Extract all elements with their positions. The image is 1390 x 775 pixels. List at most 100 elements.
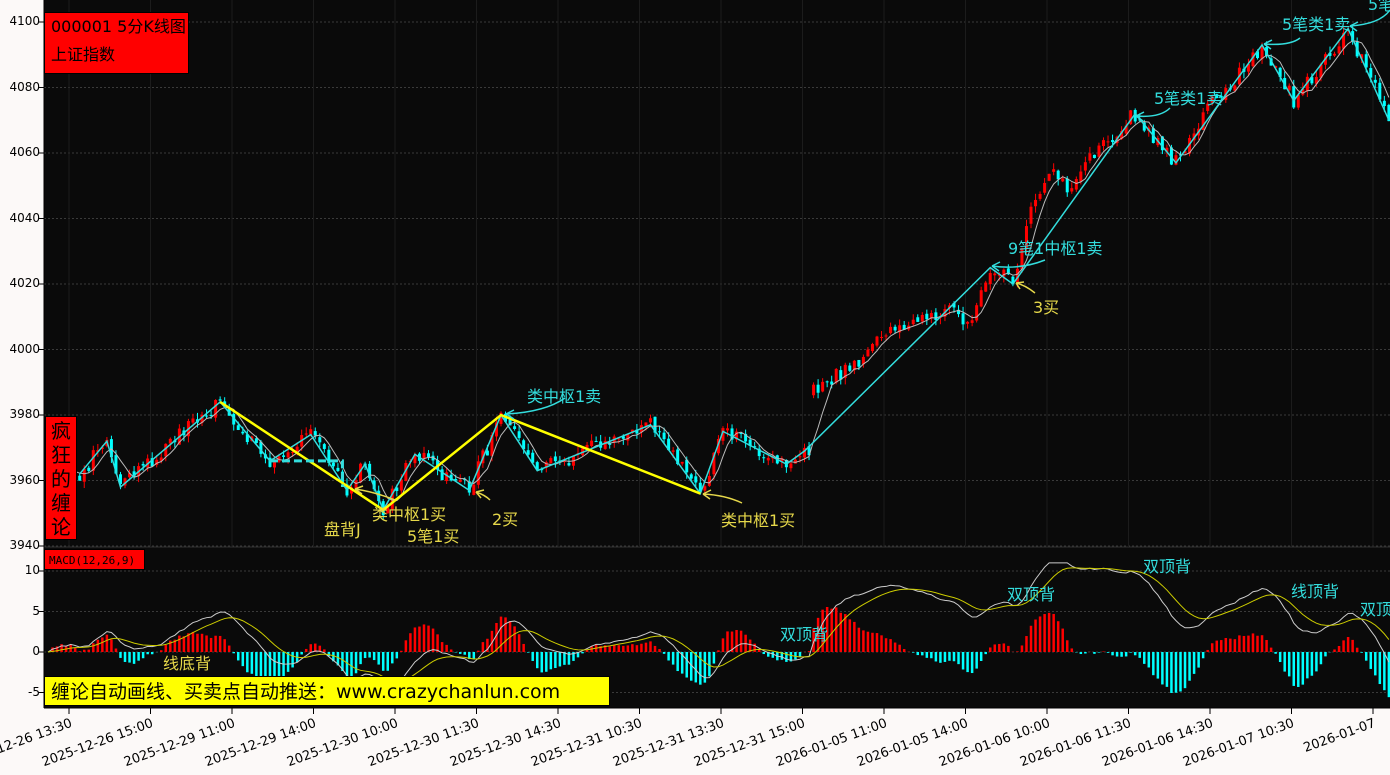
candle-body [413, 455, 417, 464]
candle-body [282, 455, 286, 457]
candle-body [1373, 79, 1377, 83]
candle-body [164, 443, 168, 457]
annotation-label: 5笔 [1368, 0, 1390, 14]
candle-body [508, 419, 512, 426]
candle-body [1369, 68, 1373, 78]
candle-body [753, 446, 757, 448]
candle-body [1351, 31, 1355, 42]
candle-body [386, 507, 390, 514]
candle-body [155, 459, 159, 465]
macd-tick-label: 5 [32, 603, 40, 618]
candle-body [929, 313, 933, 318]
candle-body [1287, 85, 1291, 91]
candle-body [1088, 153, 1092, 161]
candle-body [1274, 65, 1278, 68]
candle-body [1097, 145, 1101, 157]
candle-body [309, 429, 313, 436]
candle-body [350, 487, 354, 494]
candle-body [993, 273, 997, 276]
annotation-label: 5笔1买 [407, 527, 460, 546]
candle-body [707, 475, 711, 486]
candle-body [218, 399, 222, 401]
candle-body [889, 326, 893, 334]
candle-body [1256, 51, 1260, 59]
price-tick-label: 3980 [9, 407, 40, 421]
candle-body [830, 381, 834, 385]
candle-body [254, 438, 258, 443]
candle-body [1183, 151, 1187, 154]
candle-body [979, 290, 983, 307]
candle-body [757, 448, 761, 457]
candle-body [1029, 206, 1033, 224]
candle-body [635, 429, 639, 434]
candle-body [96, 450, 100, 452]
candle-body [608, 442, 612, 445]
candle-body [1206, 103, 1210, 111]
title-box: 000001 5分K线图 上证指数 [44, 12, 189, 74]
candle-body [354, 480, 358, 490]
candle-body [621, 436, 625, 439]
candle-body [513, 426, 517, 429]
candle-body [1169, 147, 1173, 165]
candle-body [984, 282, 988, 292]
price-tick-label: 4100 [9, 14, 40, 28]
candle-body [920, 314, 924, 322]
zhongshu-box [269, 459, 344, 488]
candle-body [1337, 46, 1341, 54]
candle-body [327, 449, 331, 464]
candle-body [798, 456, 802, 458]
candle-body [1233, 85, 1237, 91]
candle-body [82, 469, 86, 482]
candle-body [245, 434, 249, 443]
macd-dea-line [47, 567, 1390, 682]
candle-body [1174, 155, 1178, 165]
candle-body [848, 365, 852, 371]
candle-body [150, 458, 154, 467]
candle-body [440, 469, 444, 481]
price-tick-label: 4000 [9, 341, 40, 356]
candle-body [1310, 77, 1314, 84]
candle-body [626, 434, 630, 441]
candle-body [957, 309, 961, 315]
candle-body [377, 490, 381, 502]
candle-body [1129, 110, 1133, 125]
price-tick-label: 4080 [9, 79, 40, 94]
candle-body [644, 422, 648, 426]
candle-body [1328, 52, 1332, 56]
candle-body [241, 431, 245, 434]
candle-body [1342, 32, 1346, 49]
candle-body [1111, 140, 1115, 143]
candle-body [1246, 64, 1250, 72]
candle-body [970, 320, 974, 323]
candle-body [544, 462, 548, 468]
macd-annotation-label: 线底背 [163, 654, 212, 673]
candle-body [1160, 136, 1164, 151]
candle-body [322, 444, 326, 449]
candle-body [689, 474, 693, 479]
candle-body [1101, 140, 1105, 147]
annotation-label: 类中枢1买 [372, 505, 447, 524]
macd-tick-label: -5 [28, 684, 40, 699]
candle-body [236, 425, 240, 430]
annotation-label: 9笔1中枢1卖 [1008, 239, 1103, 258]
candle-body [1251, 52, 1255, 67]
candle-body [1387, 104, 1390, 122]
segment-line [219, 400, 701, 512]
candle-body [1314, 76, 1318, 84]
candle-body [91, 450, 95, 471]
candle-body [880, 336, 884, 338]
annotation-label: 盘背J [324, 520, 361, 539]
candle-body [861, 356, 865, 365]
macd-annotation-label: 双顶 [1360, 600, 1390, 619]
candle-body [603, 440, 607, 449]
candle-body [526, 450, 530, 455]
candle-body [884, 335, 888, 337]
candle-body [966, 321, 970, 324]
candle-body [893, 326, 897, 331]
macd-annotation-label: 双顶背 [1007, 585, 1056, 604]
candle-body [553, 456, 557, 462]
arrow-icon [475, 489, 491, 501]
candle-body [535, 462, 539, 470]
candle-body [359, 463, 363, 483]
